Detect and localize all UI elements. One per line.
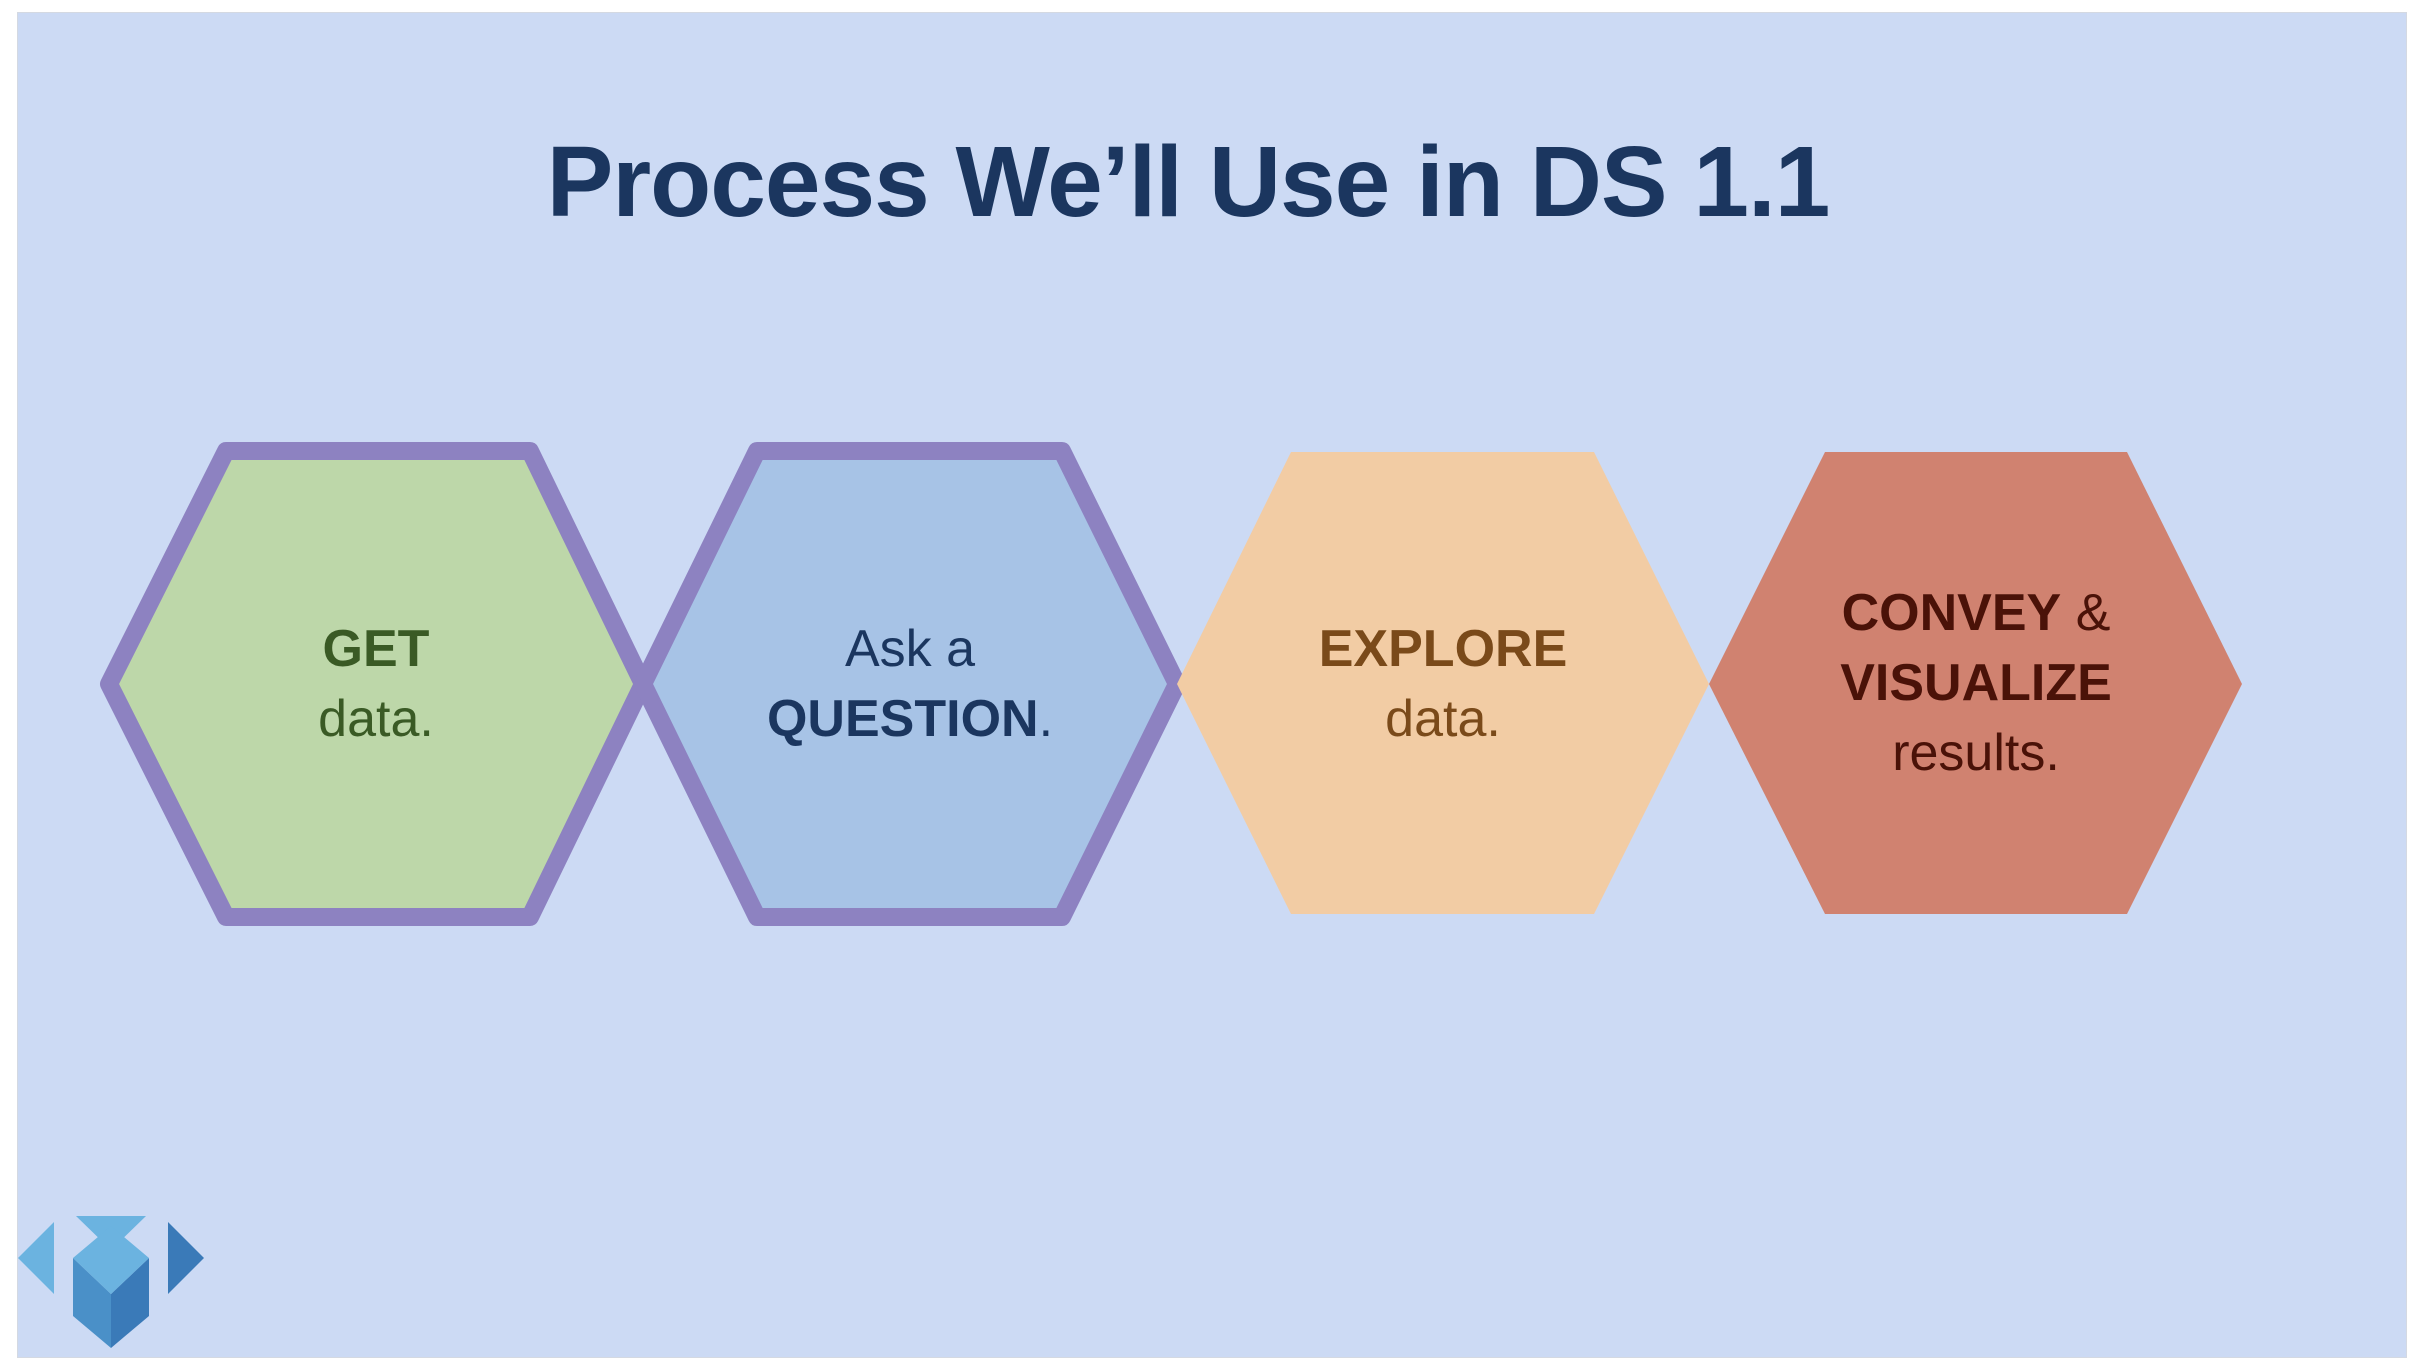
- step-question-before: Ask a: [844, 620, 976, 678]
- slide-title: Process We’ll Use in DS 1.1: [546, 126, 1831, 238]
- step-get-data: GET data.: [156, 614, 596, 754]
- step-convey-amp: &: [2075, 584, 2111, 642]
- makeschool-logo-icon: [18, 1216, 204, 1348]
- step-convey-bold: CONVEY: [1841, 584, 2062, 642]
- step-explore-bold: EXPLORE: [1318, 620, 1568, 678]
- step-convey-visualize: CONVEY & VISUALIZE results.: [1756, 578, 2196, 789]
- step-visualize-bold: VISUALIZE: [1840, 654, 2112, 713]
- step-explore-data: EXPLORE data.: [1223, 614, 1663, 754]
- step-get-bold: GET: [322, 620, 430, 678]
- step-question-bold: QUESTION: [766, 690, 1039, 749]
- hexagon-explore-data: [1177, 452, 1709, 914]
- step-convey-text: results.: [1892, 724, 2060, 783]
- step-ask-question: Ask a QUESTION.: [690, 614, 1130, 754]
- step-get-text: data.: [318, 690, 434, 749]
- step-question-after: .: [1038, 690, 1054, 749]
- hexagon-convey-visualize: [1709, 452, 2242, 914]
- step-explore-text: data.: [1385, 690, 1501, 749]
